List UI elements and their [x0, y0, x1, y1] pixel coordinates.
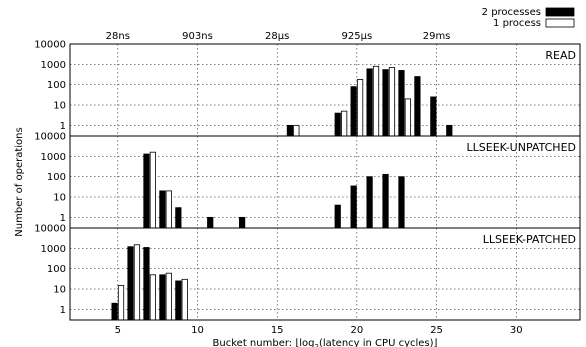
y-tick-label: 10: [53, 101, 66, 112]
bar-2-processes: [143, 247, 150, 321]
y-tick-label: 100: [47, 172, 66, 183]
y-tick-label: 10000: [34, 40, 66, 51]
bar-1-process: [181, 278, 188, 321]
bar-2-processes: [286, 124, 294, 137]
bar-2-processes: [414, 76, 421, 137]
panel-2: 1 10 100 1000 10000 LLSEEK-PATCHED: [34, 224, 581, 321]
top-tick-label: 29ms: [423, 31, 451, 42]
y-tick-label: 100: [47, 264, 66, 275]
bar-2-processes: [366, 176, 373, 229]
x-tick-label: 20: [351, 325, 364, 336]
y-tick-label: 1000: [41, 60, 66, 71]
bar-2-processes: [175, 280, 182, 321]
y-tick-label: 10000: [34, 132, 66, 143]
top-tick-label: 28ns: [106, 31, 130, 42]
x-axis-title: Bucket number: ⌊log2(latency in CPU cycl…: [213, 338, 438, 347]
panel-label: LLSEEK-PATCHED: [483, 233, 576, 246]
bar-2-processes: [430, 96, 437, 137]
panel-1: 1 10 100 1000 10000 LLSEEK-UNPATCHED: [34, 132, 581, 229]
y-tick-label: 1: [60, 305, 66, 316]
bar-2-processes: [207, 216, 214, 229]
x-tick-label: 5: [115, 325, 121, 336]
y-tick-label: 1: [60, 121, 66, 132]
bar-2-processes: [366, 68, 373, 137]
y-tick-label: 10: [53, 285, 66, 296]
bar-2-processes: [238, 216, 246, 229]
x-tick-label: 25: [430, 325, 443, 336]
bar-2-processes: [446, 124, 453, 137]
bar-2-processes: [143, 153, 150, 229]
bar-1-process: [388, 67, 396, 137]
panel-frame: [69, 227, 581, 321]
bar-2-processes: [398, 176, 405, 229]
x-tick-label: 30: [510, 325, 523, 336]
bar-1-process: [404, 98, 412, 137]
bar-1-process: [149, 151, 157, 229]
y-axis-title: Number of operations: [14, 127, 25, 236]
bar-2-processes: [350, 86, 357, 137]
bar-1-process: [341, 110, 348, 137]
bar-1-process: [165, 190, 172, 229]
bar-1-process: [149, 274, 157, 321]
bar-2-processes: [159, 190, 166, 229]
bar-2-processes: [382, 173, 389, 229]
legend-label-1: 1 process: [493, 18, 541, 29]
panel-frame: [69, 43, 581, 137]
top-tick-label: 28µs: [265, 31, 289, 42]
bar-1-process: [133, 244, 141, 321]
bar-2-processes: [111, 302, 118, 321]
legend-swatch-1: [545, 18, 575, 28]
panel-0: 1 10 100 1000 10000 READ: [34, 40, 581, 137]
top-tick-label: 903ns: [182, 31, 213, 42]
legend-swatch-0: [545, 7, 575, 17]
panel-label: READ: [545, 49, 576, 62]
bar-2-processes: [127, 246, 134, 321]
x-tick-label: 15: [271, 325, 284, 336]
y-tick-label: 100: [47, 80, 66, 91]
bar-1-process: [117, 285, 125, 321]
bar-2-processes: [398, 70, 405, 137]
y-tick-label: 10: [53, 193, 66, 204]
bar-2-processes: [382, 69, 389, 137]
bar-1-process: [165, 272, 172, 321]
bar-2-processes: [334, 204, 341, 229]
bar-2-processes: [159, 274, 166, 321]
x-tick-label: 10: [191, 325, 204, 336]
bar-2-processes: [350, 185, 357, 229]
panel-label: LLSEEK-UNPATCHED: [467, 141, 577, 154]
bar-1-process: [372, 65, 380, 137]
bar-1-process: [356, 79, 364, 137]
y-tick-label: 1000: [41, 152, 66, 163]
bar-2-processes: [334, 112, 341, 137]
bar-1-process: [293, 124, 300, 137]
y-tick-label: 1000: [41, 244, 66, 255]
top-tick-label: 925µs: [342, 31, 373, 42]
bar-2-processes: [175, 207, 182, 229]
legend-label-0: 2 processes: [482, 7, 541, 18]
y-tick-label: 10000: [34, 224, 66, 235]
y-tick-label: 1: [60, 213, 66, 224]
